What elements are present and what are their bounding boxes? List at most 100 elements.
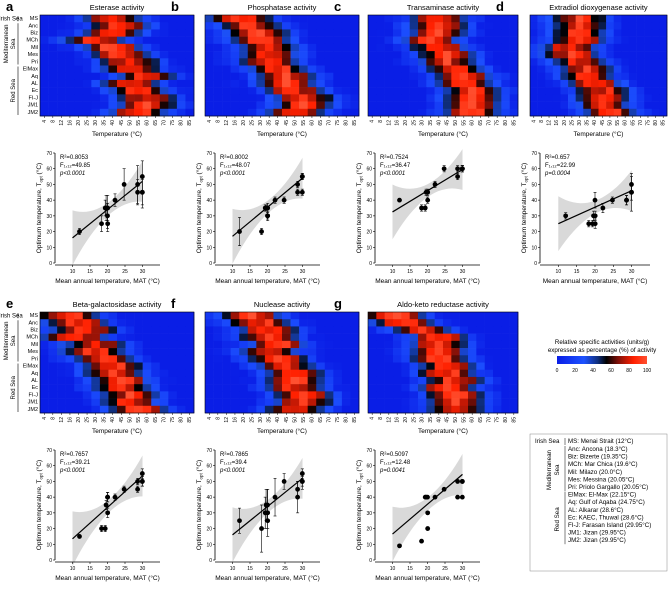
heatmap-cell — [239, 362, 249, 371]
heatmap-cell — [368, 94, 377, 102]
heatmap-cell — [151, 348, 161, 356]
heatmap-cell — [40, 340, 49, 349]
heatmap-cell — [426, 348, 435, 356]
heatmap-cell — [222, 376, 231, 385]
heatmap-cell — [176, 22, 186, 30]
heatmap-cell — [530, 22, 538, 30]
heatmap-cell — [341, 22, 351, 30]
heatmap-cell — [316, 333, 326, 342]
heatmap-cell — [74, 65, 84, 74]
color-scale-tick: 100 — [643, 368, 652, 374]
heatmap-cell — [644, 51, 653, 59]
x-tick-label: 20 — [265, 566, 271, 572]
heatmap-cell — [636, 51, 645, 59]
heatmap-cell — [443, 348, 452, 356]
heatmap-cell — [333, 29, 343, 37]
heatmap-cell — [239, 29, 249, 37]
heatmap-cell — [384, 22, 394, 30]
data-point — [455, 166, 460, 172]
y-tick-label: 0 — [49, 558, 52, 564]
heatmap-cell — [151, 326, 161, 334]
heatmap-cell — [74, 101, 84, 110]
heatmap-cell — [613, 51, 622, 59]
heatmap-cell — [376, 22, 385, 30]
heatmap-cell — [134, 384, 143, 392]
heatmap-cell — [142, 101, 152, 110]
x-tick-label: 55 — [136, 417, 142, 423]
heatmap-cell — [74, 312, 84, 320]
x-tick-label: 30 — [93, 417, 99, 423]
y-tick-label: 70 — [206, 151, 212, 157]
heatmap-cell — [621, 87, 630, 95]
heatmap-cell — [159, 94, 169, 102]
heatmap-cell — [168, 348, 178, 356]
heatmap-cell — [590, 101, 599, 110]
heatmap-cell — [501, 362, 510, 371]
heatmap-cell — [376, 36, 385, 45]
heatmap-cell — [426, 369, 435, 378]
heatmap-cell — [575, 43, 584, 52]
heatmap-cell — [213, 15, 223, 23]
heatmap-cell — [57, 51, 66, 59]
heatmap-cell — [324, 369, 334, 378]
x-tick-label: 45 — [119, 417, 125, 423]
x-tick-label: 25 — [442, 269, 448, 275]
heatmap-cell — [65, 398, 75, 407]
heatmap-cell — [307, 51, 317, 59]
heatmap-cell — [393, 51, 402, 59]
heatmap-cell — [426, 94, 435, 102]
y-tick-label: 30 — [366, 214, 372, 220]
legend-entry: MS: Menai Strait (12°C) — [568, 438, 633, 445]
heatmap-cell — [48, 348, 58, 356]
x-tick-label: 10 — [70, 566, 76, 572]
heatmap-cell — [91, 101, 101, 110]
heatmap-cell — [125, 36, 135, 45]
heatmap-cell — [290, 58, 300, 66]
heatmap-cell — [151, 72, 161, 81]
heatmap-cell — [91, 362, 101, 371]
heatmap-cell — [341, 29, 351, 37]
heatmap-cell — [91, 72, 101, 81]
heatmap-cell — [350, 355, 360, 363]
x-axis-title: Temperature (°C) — [257, 427, 307, 435]
heatmap-cell — [409, 15, 419, 23]
heatmap-cell — [91, 369, 101, 378]
heatmap-cell — [57, 405, 66, 414]
heatmap-cell — [333, 348, 343, 356]
y-tick-label: 20 — [206, 527, 212, 533]
heatmap-cell — [176, 348, 186, 356]
heatmap-cell — [134, 326, 143, 334]
heatmap-cell — [247, 51, 257, 59]
heatmap-cell — [74, 369, 84, 378]
x-tick-label: 30 — [258, 417, 264, 423]
heatmap-cell — [117, 326, 126, 334]
heatmap-cell — [501, 326, 510, 334]
heatmap-cell — [451, 72, 460, 81]
heatmap-cell — [247, 319, 257, 327]
heatmap-cell — [74, 333, 84, 342]
heatmap-cell — [409, 51, 419, 59]
x-tick-label: 30 — [460, 566, 466, 572]
heatmap-cell — [484, 312, 494, 320]
heatmap-cell — [468, 108, 477, 117]
data-point — [272, 494, 278, 500]
heatmap-cell — [598, 94, 607, 102]
y-tick-label: 50 — [206, 479, 212, 485]
legend-entry: ElMax: El-Max (22.15°C) — [568, 492, 636, 499]
heatmap-cell — [117, 51, 126, 59]
heatmap-cell — [628, 43, 637, 52]
heatmap-cell — [459, 384, 469, 392]
panel-title: Nuclease activity — [254, 300, 311, 309]
heatmap-cell — [434, 333, 444, 342]
heatmap-cell — [451, 326, 460, 334]
heatmap-cell — [142, 108, 152, 117]
heatmap-cell — [82, 22, 92, 30]
heatmap-cell — [459, 87, 469, 95]
x-tick-label: 15 — [574, 269, 580, 275]
y-tick-label: 20 — [206, 230, 212, 236]
heatmap-cell — [142, 333, 152, 342]
heatmap-cell — [376, 65, 385, 74]
heatmap-cell — [273, 58, 283, 66]
heatmap-cell — [307, 29, 317, 37]
